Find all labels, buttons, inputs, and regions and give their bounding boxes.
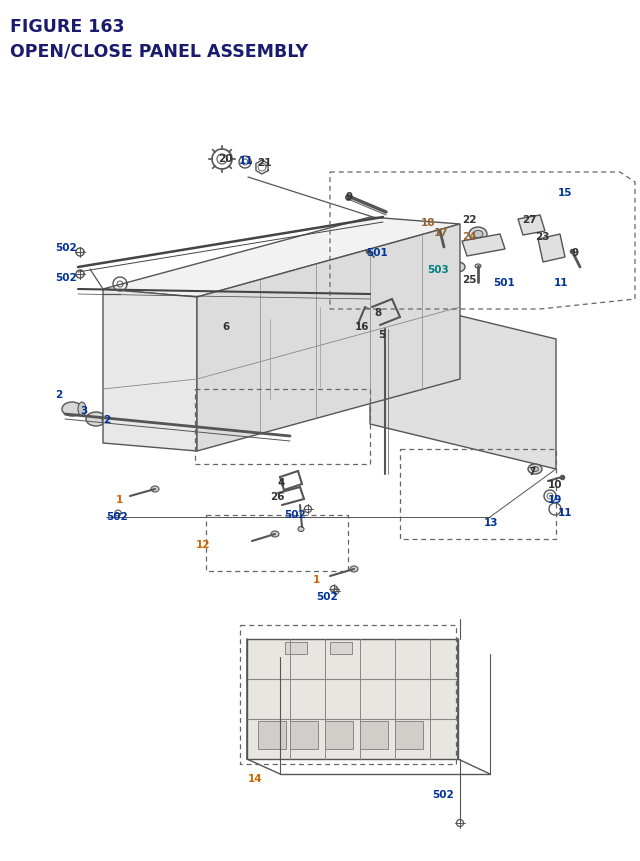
Ellipse shape bbox=[469, 228, 487, 242]
Ellipse shape bbox=[528, 464, 542, 474]
Polygon shape bbox=[518, 216, 545, 236]
Text: 19: 19 bbox=[548, 494, 563, 505]
FancyBboxPatch shape bbox=[290, 722, 318, 749]
Ellipse shape bbox=[473, 232, 483, 238]
Text: 503: 503 bbox=[427, 264, 449, 275]
Text: 502: 502 bbox=[55, 273, 77, 282]
Text: 501: 501 bbox=[366, 248, 388, 257]
Ellipse shape bbox=[440, 232, 456, 243]
Text: 20: 20 bbox=[218, 154, 232, 164]
Text: 11: 11 bbox=[554, 278, 568, 288]
Text: 18: 18 bbox=[421, 218, 435, 228]
Ellipse shape bbox=[451, 263, 465, 273]
Text: 10: 10 bbox=[548, 480, 563, 489]
Text: 4: 4 bbox=[277, 478, 284, 487]
Text: 2: 2 bbox=[103, 414, 110, 424]
Polygon shape bbox=[462, 235, 505, 257]
Text: 13: 13 bbox=[484, 517, 499, 528]
Text: 502: 502 bbox=[316, 592, 338, 601]
Ellipse shape bbox=[475, 264, 481, 269]
Polygon shape bbox=[538, 235, 565, 263]
Ellipse shape bbox=[298, 527, 304, 532]
Text: 501: 501 bbox=[493, 278, 515, 288]
FancyBboxPatch shape bbox=[330, 642, 352, 654]
Text: 11: 11 bbox=[239, 156, 253, 166]
FancyBboxPatch shape bbox=[285, 642, 307, 654]
Polygon shape bbox=[370, 294, 556, 469]
Text: 502: 502 bbox=[106, 511, 128, 522]
Text: 24: 24 bbox=[462, 232, 477, 242]
Polygon shape bbox=[103, 289, 197, 451]
Ellipse shape bbox=[78, 403, 86, 417]
Ellipse shape bbox=[102, 412, 110, 426]
Ellipse shape bbox=[350, 567, 358, 573]
Text: 502: 502 bbox=[432, 789, 454, 799]
Text: 1: 1 bbox=[313, 574, 320, 585]
Text: 22: 22 bbox=[462, 214, 477, 225]
Text: 16: 16 bbox=[355, 322, 369, 331]
Text: 26: 26 bbox=[270, 492, 285, 501]
Text: 3: 3 bbox=[80, 406, 87, 416]
Text: 17: 17 bbox=[434, 228, 449, 238]
Polygon shape bbox=[197, 225, 460, 451]
FancyBboxPatch shape bbox=[395, 722, 423, 749]
FancyBboxPatch shape bbox=[360, 722, 388, 749]
Text: 11: 11 bbox=[558, 507, 573, 517]
Text: 1: 1 bbox=[116, 494, 124, 505]
Text: 15: 15 bbox=[558, 188, 573, 198]
Text: 5: 5 bbox=[378, 330, 385, 339]
Ellipse shape bbox=[271, 531, 279, 537]
Ellipse shape bbox=[86, 412, 106, 426]
Ellipse shape bbox=[62, 403, 82, 417]
Ellipse shape bbox=[151, 486, 159, 492]
FancyBboxPatch shape bbox=[325, 722, 353, 749]
Text: 6: 6 bbox=[222, 322, 229, 331]
Text: 7: 7 bbox=[528, 467, 536, 476]
Ellipse shape bbox=[436, 239, 444, 246]
Text: 502: 502 bbox=[284, 510, 306, 519]
Text: 12: 12 bbox=[196, 539, 211, 549]
Ellipse shape bbox=[531, 467, 538, 472]
Text: 27: 27 bbox=[522, 214, 536, 225]
Text: 502: 502 bbox=[55, 243, 77, 253]
Text: 2: 2 bbox=[55, 389, 62, 400]
Text: FIGURE 163: FIGURE 163 bbox=[10, 18, 125, 36]
FancyBboxPatch shape bbox=[258, 722, 286, 749]
Polygon shape bbox=[103, 218, 460, 298]
Text: OPEN/CLOSE PANEL ASSEMBLY: OPEN/CLOSE PANEL ASSEMBLY bbox=[10, 42, 308, 60]
Polygon shape bbox=[247, 639, 458, 759]
Text: 9: 9 bbox=[346, 192, 353, 201]
Text: 25: 25 bbox=[462, 275, 477, 285]
Text: 8: 8 bbox=[374, 307, 381, 318]
Text: 9: 9 bbox=[572, 248, 579, 257]
Text: 14: 14 bbox=[248, 773, 262, 784]
Text: 21: 21 bbox=[257, 158, 271, 168]
Text: 23: 23 bbox=[535, 232, 550, 242]
